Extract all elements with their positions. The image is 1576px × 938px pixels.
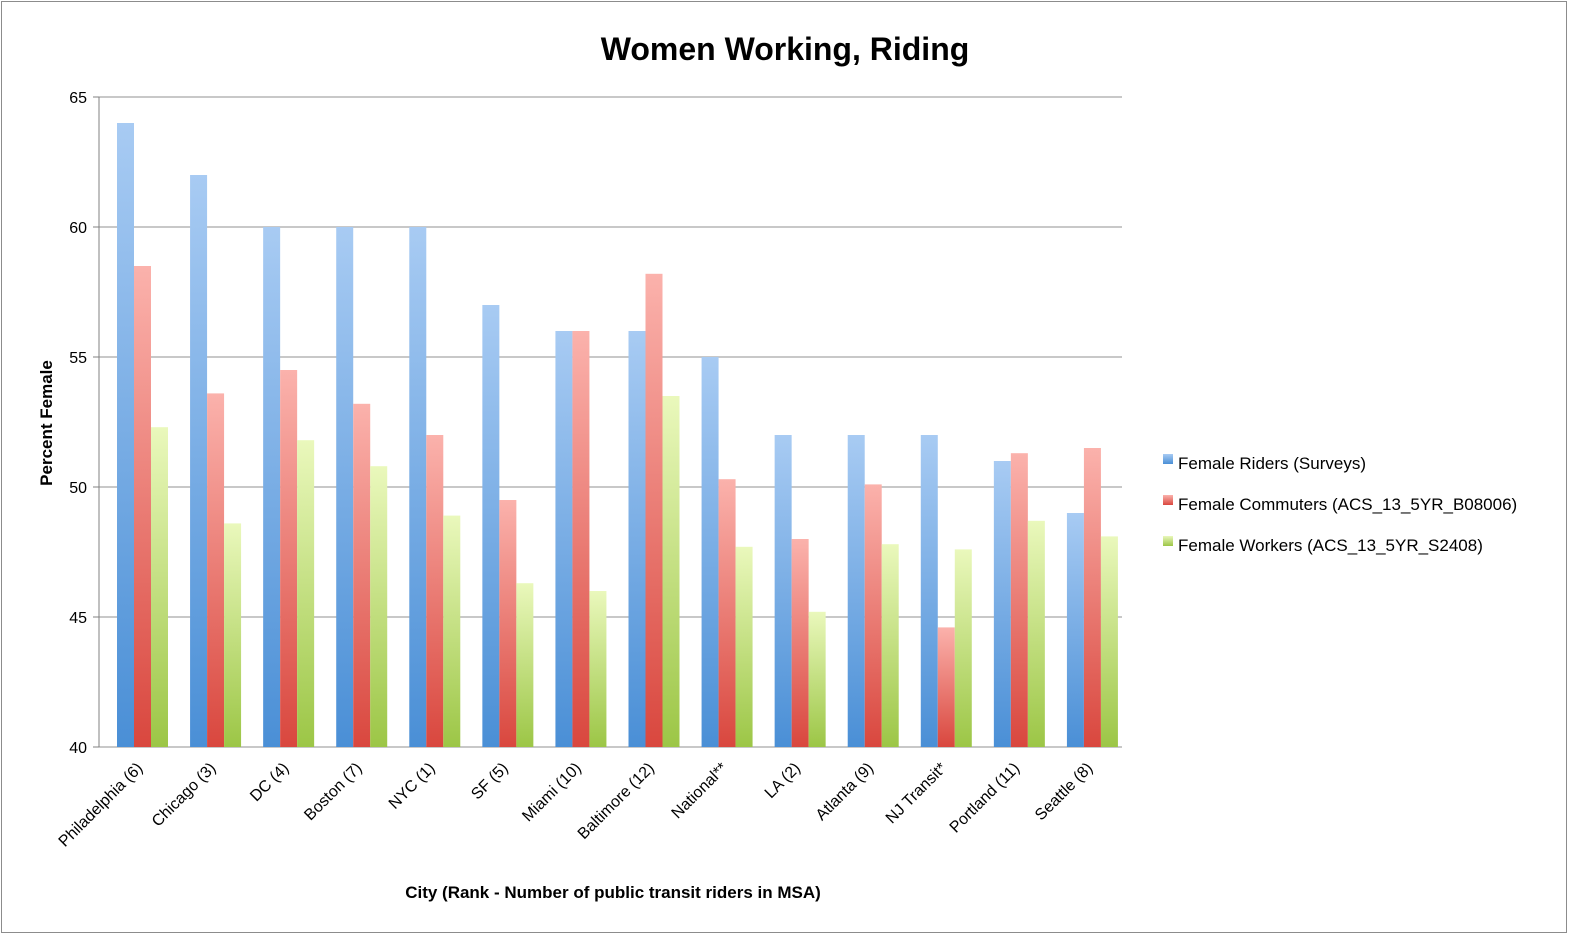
bar-0-10	[847, 435, 865, 747]
bar-0-1	[190, 175, 208, 747]
bar-1-7	[645, 273, 663, 747]
bar-2-0	[151, 427, 168, 747]
legend-label-1: Female Commuters (ACS_13_5YR_B08006)	[1178, 495, 1517, 514]
bar-2-4	[443, 515, 461, 747]
bar-0-0	[117, 123, 134, 747]
bar-2-11	[954, 549, 972, 747]
bar-1-5	[499, 500, 517, 747]
x-tick-label: SF (5)	[468, 760, 511, 803]
y-axis-ticks: 40 45 50 55 60 65	[69, 90, 87, 757]
bar-1-11	[937, 627, 955, 747]
y-tick-label: 50	[69, 480, 87, 497]
bar-2-10	[881, 544, 899, 747]
x-tick-label: Chicago (3)	[149, 760, 220, 831]
bar-1-9	[791, 539, 809, 747]
x-tick-label: National**	[669, 760, 731, 822]
bar-0-2	[263, 227, 281, 747]
bars	[117, 123, 1118, 747]
legend-swatch-2	[1163, 536, 1173, 546]
x-tick-label: NJ Transit*	[883, 760, 950, 827]
legend: Female Riders (Surveys) Female Commuters …	[1163, 454, 1517, 555]
y-axis-title: Percent Female	[37, 360, 56, 486]
bar-2-13	[1100, 536, 1118, 747]
bar-2-8	[735, 546, 753, 747]
bar-2-7	[662, 396, 680, 747]
x-tick-label: Baltimore (12)	[575, 760, 658, 843]
bar-2-6	[589, 591, 607, 747]
bar-0-8	[701, 357, 719, 747]
y-tick-label: 55	[69, 350, 87, 367]
bar-0-12	[993, 461, 1011, 747]
bar-0-5	[482, 305, 500, 747]
bar-2-9	[808, 611, 826, 747]
bar-2-2	[297, 440, 315, 747]
x-axis-ticks: Philadelphia (6) Chicago (3) DC (4) Boston …	[56, 760, 1097, 851]
bar-0-9	[774, 435, 792, 747]
x-tick-label: NYC (1)	[386, 760, 439, 813]
x-tick-label: Boston (7)	[301, 760, 365, 824]
bar-1-3	[353, 403, 371, 747]
bar-0-7	[628, 331, 646, 747]
x-tick-label: Miami (10)	[519, 760, 584, 825]
x-tick-label: Portland (11)	[947, 760, 1024, 837]
bar-1-4	[426, 435, 444, 747]
x-tick-label: Philadelphia (6)	[56, 760, 147, 851]
bar-1-13	[1083, 448, 1101, 747]
y-tick-label: 60	[69, 220, 87, 237]
x-tick-label: Atlanta (9)	[813, 760, 877, 824]
bar-1-12	[1010, 453, 1028, 747]
bar-2-5	[516, 583, 534, 747]
bar-0-13	[1066, 513, 1084, 747]
bar-1-0	[134, 266, 151, 747]
x-tick-label: Seattle (8)	[1032, 760, 1096, 824]
bar-2-3	[370, 466, 388, 747]
y-tick-label: 45	[69, 610, 87, 627]
bar-0-3	[336, 227, 354, 747]
bar-0-4	[409, 227, 427, 747]
x-tick-label: DC (4)	[247, 760, 292, 805]
x-axis-title: City (Rank - Number of public transit ri…	[405, 883, 821, 902]
x-tick-label: LA (2)	[762, 760, 804, 802]
bar-0-6	[555, 331, 573, 747]
legend-swatch-1	[1163, 495, 1173, 505]
bar-2-12	[1027, 520, 1045, 747]
legend-swatch-0	[1163, 454, 1173, 464]
bar-1-10	[864, 484, 882, 747]
bar-0-11	[920, 435, 938, 747]
y-tick-label: 65	[69, 90, 87, 107]
y-tick-label: 40	[69, 740, 87, 757]
chart-title: Women Working, Riding	[601, 31, 970, 67]
bar-2-1	[224, 523, 242, 747]
legend-label-2: Female Workers (ACS_13_5YR_S2408)	[1178, 536, 1483, 555]
legend-label-0: Female Riders (Surveys)	[1178, 454, 1366, 473]
bar-1-2	[280, 370, 298, 747]
bar-1-8	[718, 479, 736, 747]
bar-1-1	[207, 393, 225, 747]
bar-1-6	[572, 331, 590, 747]
